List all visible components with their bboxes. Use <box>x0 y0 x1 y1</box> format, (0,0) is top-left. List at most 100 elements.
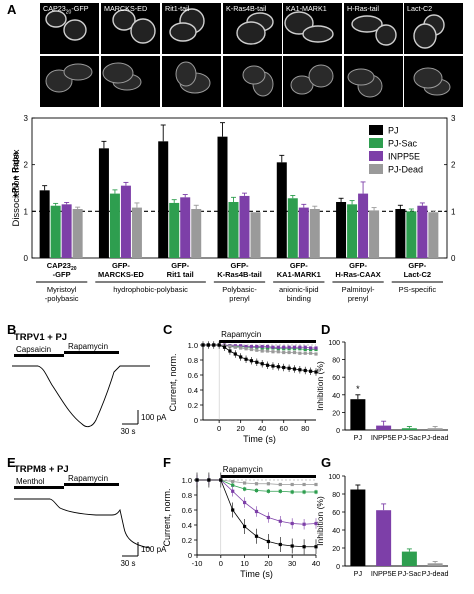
x-tick-label: 20 <box>236 424 244 433</box>
y-tick-label: 0 <box>188 551 192 560</box>
significance-mark: * <box>356 384 360 394</box>
data-point-inpp5e <box>314 346 318 350</box>
data-point-inpp5e <box>290 521 294 526</box>
group-label: prenyl <box>348 294 369 303</box>
bar-pj <box>217 136 228 258</box>
group-label: anionic-lipid <box>279 285 319 294</box>
legend-label: PJ <box>388 126 399 136</box>
image-label-6: H-Ras-tail <box>347 4 379 13</box>
data-point-inpp5e <box>298 345 302 349</box>
stimulus-label-2: Rapamycin <box>68 474 108 483</box>
data-point-pj-dead <box>278 482 282 487</box>
data-point-pj-sac <box>231 483 235 487</box>
data-point-pj <box>276 365 280 369</box>
series-line-inpp5e <box>197 479 317 525</box>
y-tick-label: 40 <box>332 393 340 400</box>
bar-pj-dead <box>369 210 380 258</box>
category-label: PJ-Sac <box>398 569 422 578</box>
microscopy-image-before-3: Rit1-tail <box>162 3 221 54</box>
bar-pj <box>98 148 109 258</box>
bar-pj <box>336 202 347 258</box>
y-tick-label-left: 0 <box>24 254 29 263</box>
data-point-pj <box>292 367 297 371</box>
x-tick-label: 80 <box>301 424 309 433</box>
scalebar-y-label: 100 pA <box>141 413 167 422</box>
category-label: PJ-Sac <box>398 433 422 442</box>
data-point-pj <box>195 478 199 482</box>
stimulus-label-1: Capsaicin <box>16 345 51 354</box>
x-tick-label: 0 <box>217 424 221 433</box>
data-point-pj-sac <box>243 487 247 491</box>
group-label: Polybasic- <box>222 285 257 294</box>
cell-shape <box>290 75 314 95</box>
data-point-inpp5e <box>255 344 259 349</box>
data-point-pj <box>287 366 291 370</box>
image-label-5: KA1-MARK1 <box>286 4 327 13</box>
category-label: Lact-C2 <box>404 270 432 279</box>
microscopy-image-after-6 <box>344 56 403 107</box>
y-tick-label: 100 <box>328 474 340 481</box>
y-tick-label: 100 <box>328 340 340 347</box>
data-point-inpp5e <box>278 519 282 523</box>
data-point-inpp5e <box>302 522 306 526</box>
cell-shape <box>413 23 437 49</box>
legend-label: PJ-Dead <box>388 165 423 175</box>
y-tick-label-left: 3 <box>24 114 29 123</box>
cell-shape <box>63 19 87 41</box>
x-tick-label: 20 <box>264 559 272 568</box>
bar-pj-dead <box>250 212 261 258</box>
category-label: INPP5E <box>371 433 397 442</box>
bar-pj-sac <box>228 202 239 258</box>
panel-label-d: D <box>321 322 331 337</box>
data-point-pj-dead <box>266 482 270 486</box>
data-point-inpp5e <box>314 521 318 526</box>
y-tick-label: 80 <box>332 492 340 499</box>
bar-pj <box>158 141 169 258</box>
data-point-pj-dead <box>265 349 270 353</box>
stimulus-label-1: Menthol <box>16 477 45 486</box>
image-label-2: MARCKS-ED <box>104 4 148 13</box>
legend-label: PJ-Sac <box>388 139 418 149</box>
legend-swatch-pj-sac <box>369 138 383 148</box>
data-point-pj <box>302 545 306 549</box>
category-label: GFP- <box>231 261 249 270</box>
stimulus-bar-2 <box>64 351 119 354</box>
bar-inpp5e <box>61 204 72 258</box>
data-point-pj <box>278 542 282 547</box>
data-point-pj <box>265 363 270 367</box>
data-point-pj-dead <box>233 345 237 349</box>
bar-pj-sac <box>406 211 417 258</box>
data-point-inpp5e <box>249 344 254 349</box>
y-axis-label: Current, norm. <box>162 488 172 546</box>
category-label: GFP- <box>349 261 367 270</box>
trpv1-trace: TRPV1 + PJ Capsaicin Rapamycin 100 pA 30 s <box>12 332 167 436</box>
x-tick-label: -10 <box>192 559 203 568</box>
data-point-pj-dead <box>249 347 254 352</box>
data-point-pj-dead <box>231 479 235 484</box>
data-point-pj-dead <box>314 482 318 487</box>
cell-shape <box>63 63 93 81</box>
x-tick-label: 60 <box>280 424 288 433</box>
category-label: GFP- <box>171 261 189 270</box>
bar-inpp5e <box>239 195 250 258</box>
data-point-pj-sac <box>303 347 307 352</box>
rapamycin-label: Rapamycin <box>223 465 263 474</box>
data-point-inpp5e <box>287 345 291 349</box>
category-label: INPP5E <box>371 569 397 578</box>
data-point-pj-dead <box>239 346 243 350</box>
trace-title: TRPV1 + PJ <box>14 332 67 343</box>
x-axis-label: Time (s) <box>243 434 276 444</box>
cell-shape <box>308 64 334 88</box>
data-point-pj-dead <box>260 349 264 353</box>
stimulus-bar-1 <box>14 486 64 489</box>
data-point-pj-dead <box>228 344 232 349</box>
panel-label-f: F <box>163 455 171 470</box>
trpv1-inhibition: 0 20 40 60 80 100 Inhibition (%) PJ * INPP5E PJ-Sa… <box>315 340 449 442</box>
data-point-pj-dead <box>290 482 294 487</box>
y-tick-label-right: 0 <box>451 254 456 263</box>
data-point-pj-sac <box>266 489 270 493</box>
data-point-pj-sac <box>314 490 318 494</box>
data-point-inpp5e <box>265 344 270 349</box>
data-point-pj-dead <box>271 350 275 354</box>
